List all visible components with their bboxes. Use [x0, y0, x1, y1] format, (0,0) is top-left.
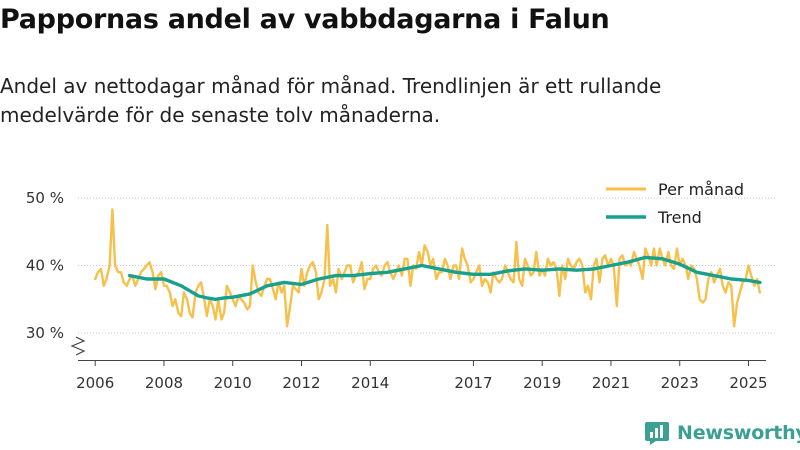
chart-subtitle: Andel av nettodagar månad för månad. Tre…	[0, 74, 662, 127]
x-tick-label: 2008	[145, 374, 183, 392]
x-tick-label: 2017	[454, 374, 492, 392]
chart-title: Pappornas andel av vabbdagarna i Falun	[0, 4, 610, 35]
axis-break-icon	[70, 336, 86, 356]
x-tick-label: 2023	[661, 374, 699, 392]
x-tick-label: 2021	[592, 374, 630, 392]
y-tick-label: 30 %	[26, 324, 64, 342]
x-tick-label: 2010	[214, 374, 252, 392]
x-tick-label: 2019	[523, 374, 561, 392]
y-tick-label: 40 %	[26, 257, 64, 275]
series-line-trend	[127, 255, 762, 301]
x-tick-label: 2014	[351, 374, 389, 392]
y-tick-label: 50 %	[26, 189, 64, 207]
x-tick-label: 2012	[282, 374, 320, 392]
legend-label: Per månad	[658, 180, 744, 199]
legend: Per månad Trend	[606, 180, 744, 227]
series-layer	[93, 208, 762, 328]
x-axis: 2006 2008 2010 2012 2014 2017 2019 2021 2023 2025	[70, 336, 768, 392]
x-tick-label: 2006	[76, 374, 114, 392]
legend-label: Trend	[657, 208, 702, 227]
brand-name: Newsworthy	[677, 422, 800, 444]
newsworthy-logo-icon	[645, 422, 669, 445]
brand-logo: Newsworthy	[644, 420, 800, 446]
x-tick-label: 2025	[729, 374, 767, 392]
